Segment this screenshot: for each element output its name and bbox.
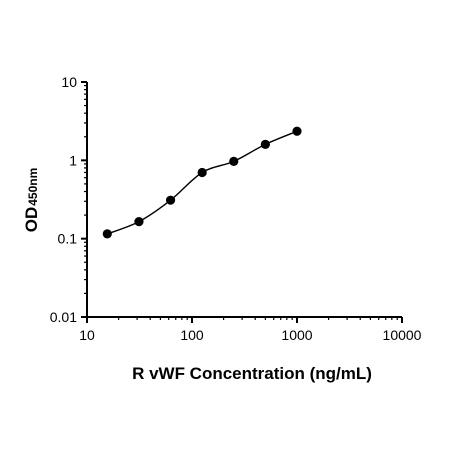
y-axis-ticks: 0.01 0.1 1 10 [50,74,87,325]
data-point [229,156,239,166]
data-point [197,167,207,178]
x-axis-ticks: 10 100 1000 10000 [79,317,422,343]
y-tick-label: 0.01 [50,309,77,325]
data-point [102,229,112,239]
data-point [260,139,270,149]
x-axis-title: R vWF Concentration (ng/mL) [132,364,372,383]
x-tick-label: 10 [79,327,95,343]
x-tick-label: 100 [180,327,204,343]
y-tick-label: 10 [61,74,77,90]
data-points [102,126,302,239]
x-tick-label: 1000 [281,327,312,343]
y-axis-title-main: OD [22,207,41,233]
y-axis-title: OD450nm [22,168,41,233]
y-axis-title-sub: 450nm [26,168,40,206]
data-point [292,126,302,136]
data-point [134,217,144,227]
x-tick-label: 10000 [383,327,422,343]
y-tick-label: 1 [69,152,77,168]
data-point [165,195,176,205]
y-tick-label: 0.1 [58,231,78,247]
